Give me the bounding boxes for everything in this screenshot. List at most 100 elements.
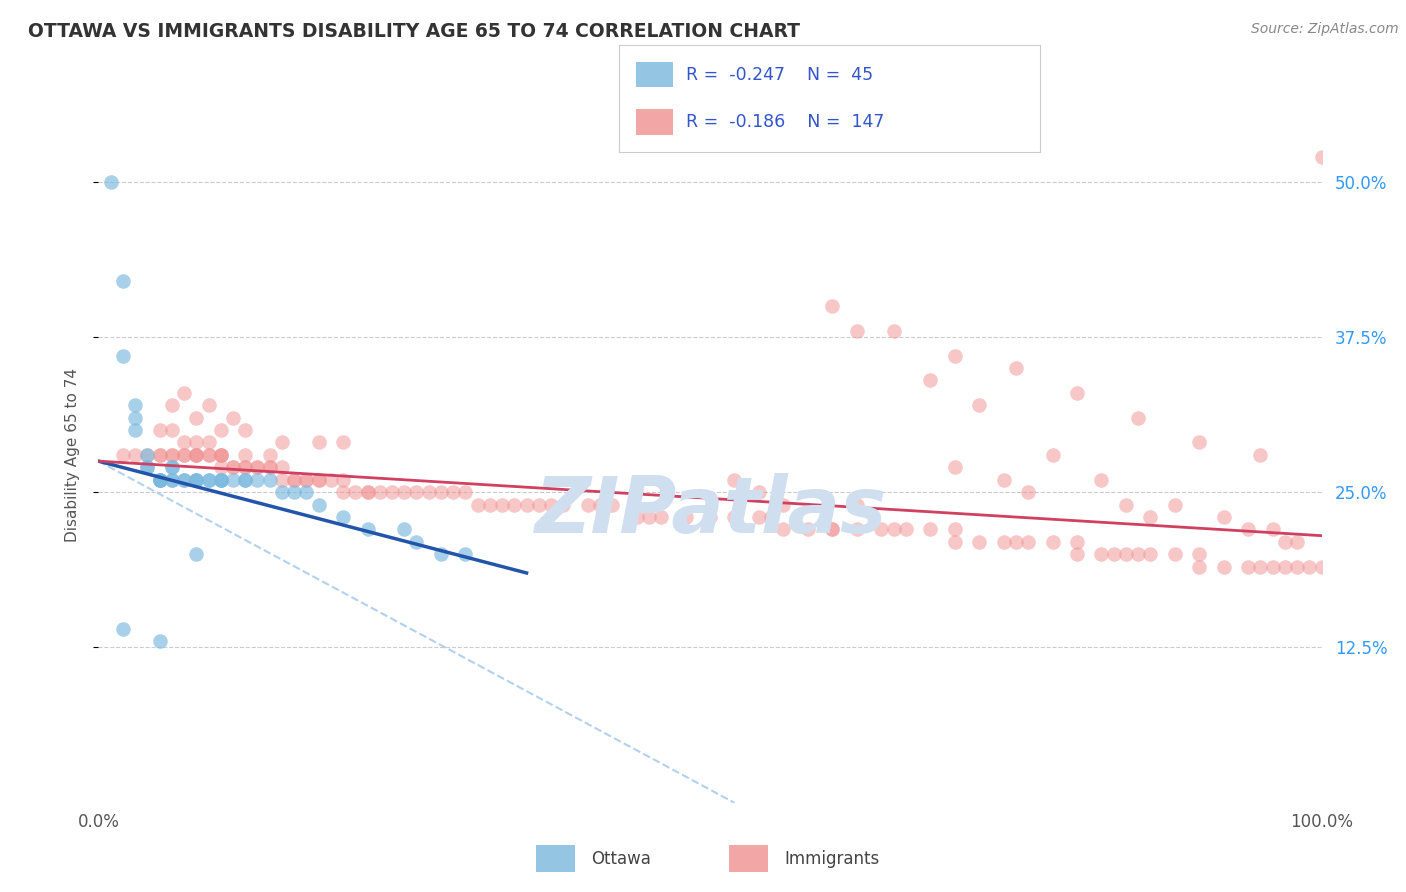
Point bbox=[173, 385, 195, 400]
Point bbox=[638, 510, 661, 524]
Point bbox=[993, 535, 1015, 549]
Point bbox=[943, 523, 966, 537]
Point bbox=[197, 473, 219, 487]
Point bbox=[883, 324, 905, 338]
Point bbox=[967, 398, 990, 412]
Point bbox=[149, 634, 172, 648]
Point bbox=[259, 448, 281, 462]
Point bbox=[111, 622, 134, 636]
Point bbox=[283, 473, 305, 487]
Point bbox=[283, 473, 305, 487]
Point bbox=[356, 523, 378, 537]
Point bbox=[1261, 559, 1284, 574]
Text: OTTAWA VS IMMIGRANTS DISABILITY AGE 65 TO 74 CORRELATION CHART: OTTAWA VS IMMIGRANTS DISABILITY AGE 65 T… bbox=[28, 22, 800, 41]
Point bbox=[149, 473, 172, 487]
Point bbox=[222, 410, 245, 425]
Point bbox=[1102, 547, 1125, 561]
Point bbox=[100, 175, 122, 189]
Point bbox=[748, 510, 770, 524]
Point bbox=[430, 485, 453, 500]
Point bbox=[319, 473, 342, 487]
Point bbox=[920, 373, 942, 387]
Point bbox=[136, 448, 159, 462]
Point bbox=[111, 274, 134, 288]
Point bbox=[491, 498, 513, 512]
Point bbox=[136, 448, 159, 462]
Point bbox=[943, 460, 966, 475]
Point bbox=[1237, 523, 1260, 537]
Point bbox=[870, 523, 893, 537]
Point bbox=[761, 510, 783, 524]
Point bbox=[136, 460, 159, 475]
Point bbox=[1249, 559, 1271, 574]
Point bbox=[209, 448, 232, 462]
Point bbox=[920, 523, 942, 537]
Point bbox=[1188, 547, 1211, 561]
Point bbox=[845, 324, 868, 338]
Point bbox=[295, 473, 318, 487]
Point bbox=[675, 510, 697, 524]
Point bbox=[295, 473, 318, 487]
Point bbox=[209, 423, 232, 437]
Point bbox=[1310, 150, 1333, 164]
Point bbox=[723, 510, 745, 524]
Point bbox=[430, 547, 453, 561]
Point bbox=[1090, 547, 1112, 561]
Point bbox=[246, 473, 269, 487]
Point bbox=[1237, 559, 1260, 574]
Point bbox=[467, 498, 489, 512]
FancyBboxPatch shape bbox=[536, 845, 575, 872]
Point bbox=[173, 473, 195, 487]
Point bbox=[553, 498, 575, 512]
Point bbox=[993, 473, 1015, 487]
Point bbox=[1188, 559, 1211, 574]
Point bbox=[1249, 448, 1271, 462]
Text: R =  -0.247    N =  45: R = -0.247 N = 45 bbox=[686, 66, 873, 84]
Point bbox=[1128, 410, 1150, 425]
Point bbox=[197, 398, 219, 412]
Point bbox=[233, 460, 256, 475]
Point bbox=[308, 473, 330, 487]
Point bbox=[845, 523, 868, 537]
Point bbox=[197, 448, 219, 462]
Point bbox=[1274, 535, 1296, 549]
Point bbox=[222, 460, 245, 475]
Point bbox=[772, 523, 794, 537]
Point bbox=[197, 448, 219, 462]
Point bbox=[186, 473, 208, 487]
Point bbox=[270, 473, 294, 487]
Point bbox=[527, 498, 550, 512]
Point bbox=[1090, 473, 1112, 487]
Point bbox=[149, 448, 172, 462]
Point bbox=[1212, 510, 1234, 524]
Point bbox=[772, 498, 794, 512]
Point bbox=[1042, 535, 1064, 549]
Point bbox=[173, 448, 195, 462]
Point bbox=[270, 460, 294, 475]
Point bbox=[943, 349, 966, 363]
Point bbox=[160, 423, 183, 437]
Point bbox=[600, 498, 623, 512]
Text: Source: ZipAtlas.com: Source: ZipAtlas.com bbox=[1251, 22, 1399, 37]
Point bbox=[173, 435, 195, 450]
Point bbox=[209, 473, 232, 487]
Point bbox=[160, 448, 183, 462]
Point bbox=[160, 473, 183, 487]
Point bbox=[149, 423, 172, 437]
Point bbox=[222, 473, 245, 487]
Point bbox=[222, 460, 245, 475]
Point bbox=[111, 448, 134, 462]
Point bbox=[111, 349, 134, 363]
Point bbox=[209, 448, 232, 462]
Point bbox=[1188, 435, 1211, 450]
Point bbox=[1261, 523, 1284, 537]
Point bbox=[1139, 547, 1161, 561]
Point bbox=[1128, 547, 1150, 561]
FancyBboxPatch shape bbox=[728, 845, 768, 872]
Text: Immigrants: Immigrants bbox=[785, 849, 879, 868]
Point bbox=[209, 473, 232, 487]
Point bbox=[845, 498, 868, 512]
Point bbox=[540, 498, 562, 512]
Point bbox=[894, 523, 917, 537]
Point bbox=[943, 535, 966, 549]
